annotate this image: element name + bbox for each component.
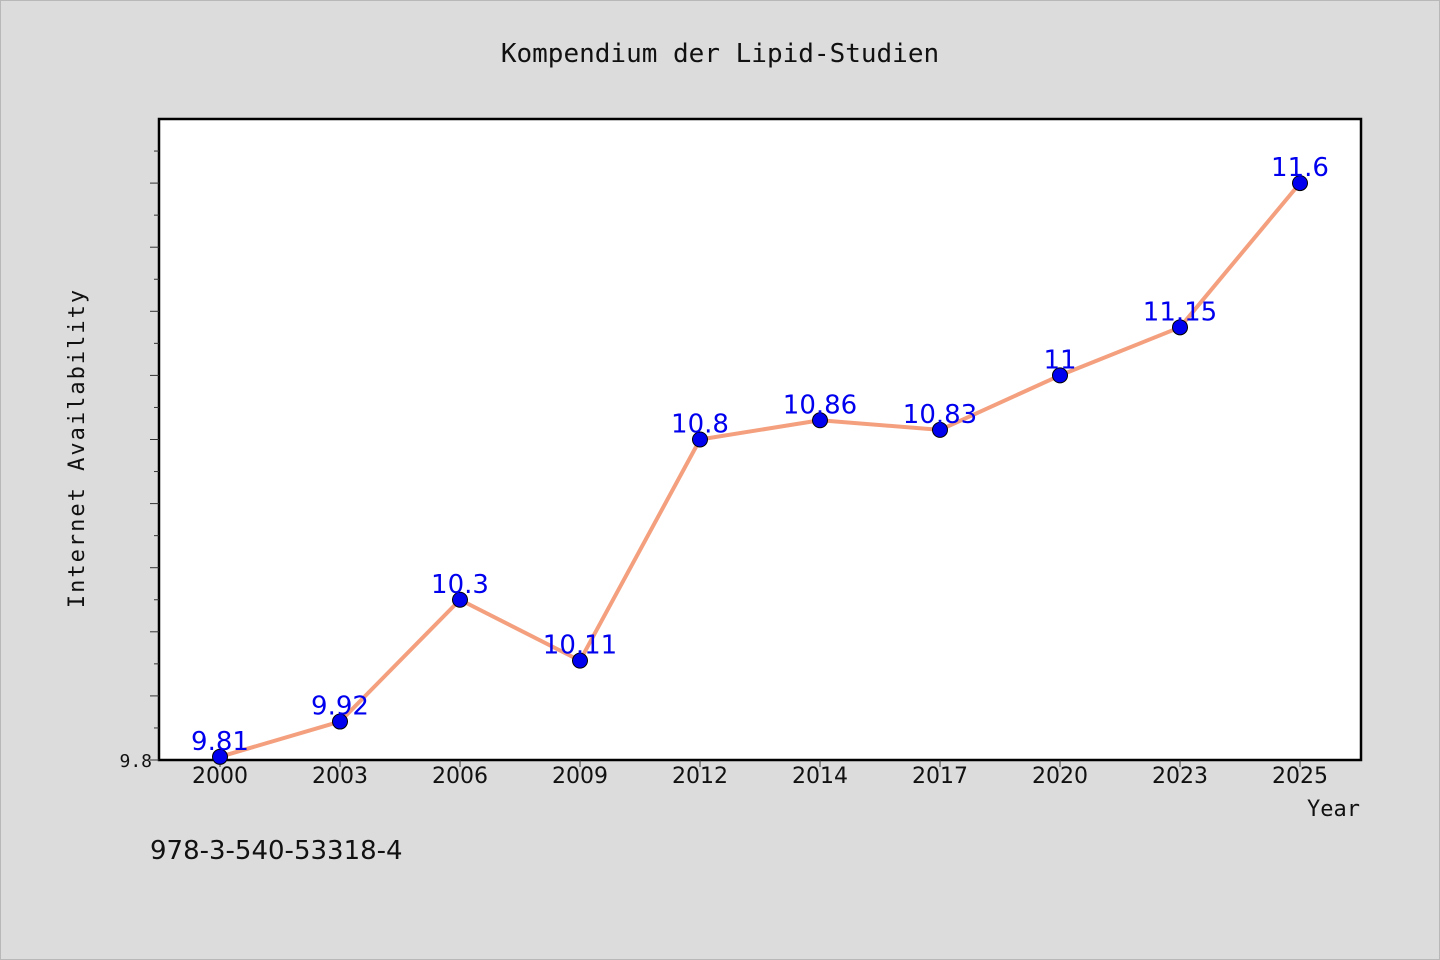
x-tick-label: 2025 — [1272, 764, 1328, 789]
x-tick-label: 2009 — [552, 764, 608, 789]
data-label: 10.3 — [431, 570, 489, 600]
data-point — [332, 713, 348, 730]
data-point — [572, 652, 588, 669]
data-label: 11 — [1043, 345, 1076, 375]
y-axis-ticks — [150, 150, 159, 761]
x-tick-label: 2014 — [792, 764, 848, 789]
data-point — [812, 412, 828, 429]
data-markers — [212, 175, 1308, 765]
x-tick-labels: 2000 2003 2006 2009 2012 2014 2017 2020 2023 2025 — [192, 764, 1328, 789]
data-labels: 9.81 9.92 10.3 10.11 10.8 10.86 10.83 11 11.15 11… — [191, 153, 1329, 757]
plot-area — [157, 117, 1363, 762]
data-point — [1052, 367, 1068, 384]
x-tick-label: 2020 — [1032, 764, 1088, 789]
x-tick-label: 2017 — [912, 764, 968, 789]
x-axis-label: Year — [1307, 797, 1360, 822]
data-label: 10.83 — [903, 400, 977, 430]
x-tick-label: 2023 — [1152, 764, 1208, 789]
data-label: 11.15 — [1143, 297, 1217, 327]
x-tick-label: 2003 — [312, 764, 368, 789]
chart-title: Kompendium der Lipid-Studien — [501, 39, 939, 69]
isbn-text: 978-3-540-53318-4 — [150, 836, 403, 866]
x-tick-label: 2000 — [192, 764, 248, 789]
data-point — [932, 421, 948, 438]
data-point — [452, 591, 468, 608]
x-tick-label: 2006 — [432, 764, 488, 789]
data-point — [212, 748, 228, 765]
data-label: 10.86 — [783, 390, 857, 420]
data-point — [1292, 175, 1308, 192]
x-tick-label: 2012 — [672, 764, 728, 789]
data-label: 11.6 — [1271, 153, 1329, 183]
data-point — [692, 431, 708, 448]
series-line-group — [218, 181, 1302, 759]
y-axis-label: Internet Availability — [65, 288, 90, 608]
data-label: 10.8 — [671, 410, 729, 440]
series-line — [218, 181, 1302, 759]
y-tick-label: 9.8 — [119, 751, 152, 772]
data-label: 9.92 — [311, 692, 369, 722]
data-label: 10.11 — [543, 631, 617, 661]
data-point — [1172, 319, 1188, 336]
data-label: 9.81 — [191, 727, 249, 757]
